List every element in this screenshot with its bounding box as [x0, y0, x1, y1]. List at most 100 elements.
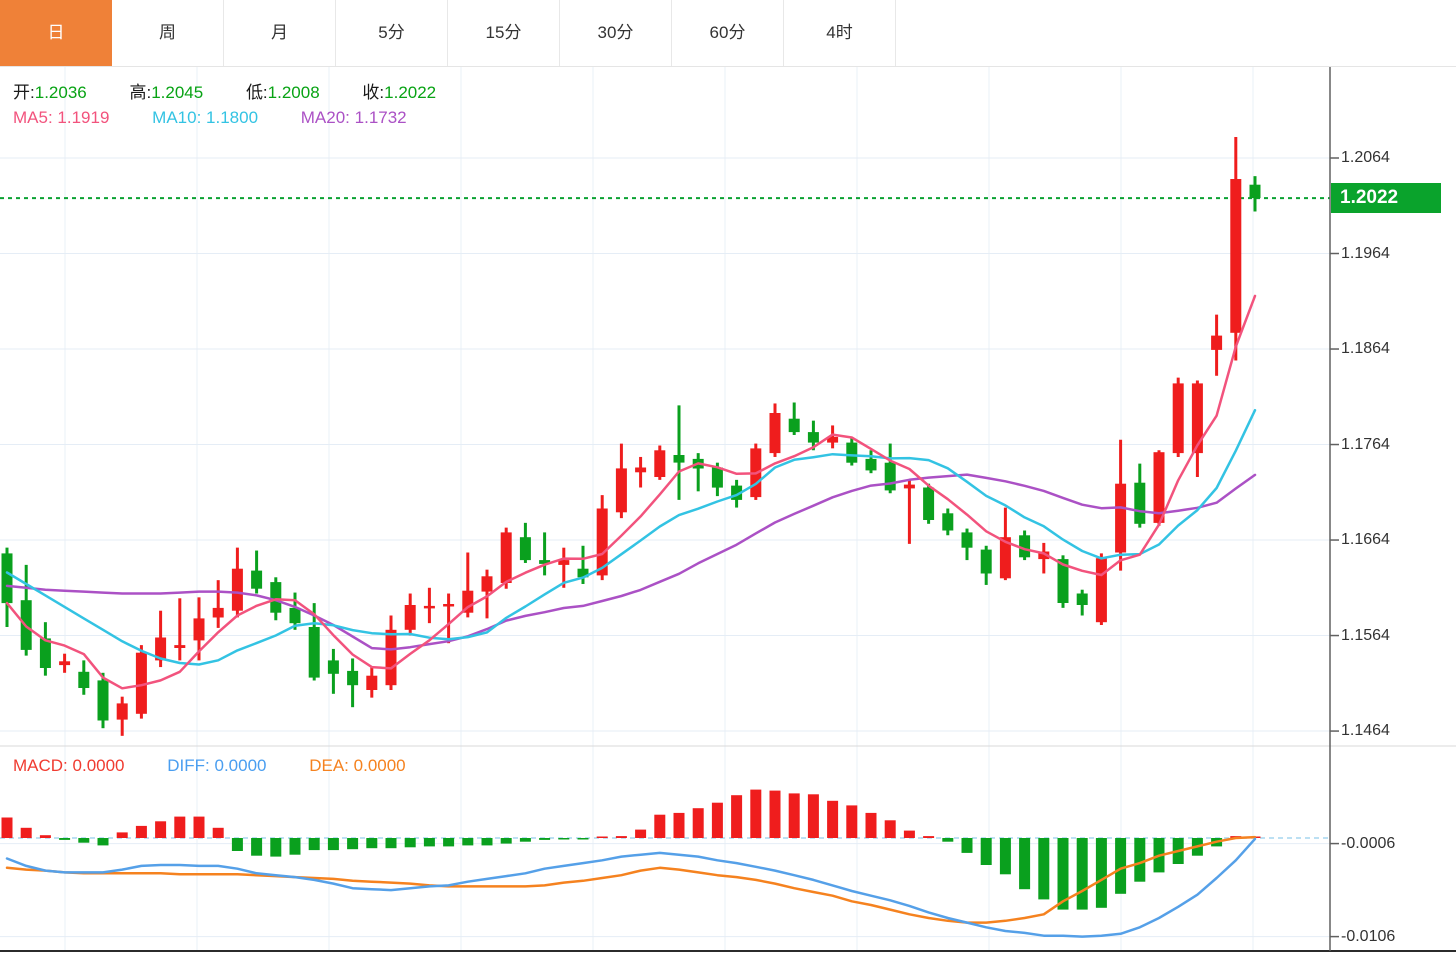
macd-bar-positive — [711, 802, 723, 838]
candle-body-up — [1211, 335, 1223, 350]
tab-月[interactable]: 月 — [224, 0, 336, 66]
diff-value: 0.0000 — [214, 756, 267, 775]
candle-body-up — [999, 537, 1011, 579]
candle-body-down — [673, 455, 685, 463]
candle-body-down — [1134, 482, 1146, 524]
candle-body-down — [519, 537, 531, 561]
macd-bar-positive — [750, 789, 762, 838]
ma5-line — [5, 294, 1257, 690]
candle-body-up — [385, 629, 397, 686]
candle-body-down — [270, 582, 282, 613]
macd-bar-positive — [615, 836, 627, 838]
dea-line — [5, 835, 1257, 924]
tab-日[interactable]: 日 — [0, 0, 112, 66]
ma20-line — [5, 473, 1257, 651]
candle-body-down — [251, 570, 263, 589]
macd-bar-positive — [673, 812, 685, 838]
price-axis-tick-label: 1.1664 — [1341, 531, 1390, 549]
tab-4时[interactable]: 4时 — [784, 0, 896, 66]
ma20-value: 1.1732 — [354, 108, 407, 127]
candle-body-down — [942, 513, 954, 531]
macd-bar-positive — [596, 836, 608, 838]
macd-bar-positive — [884, 820, 896, 838]
timeframe-tabbar: 日周月 5分 15分 30分 60分 4时 — [0, 0, 1456, 67]
tab-15分[interactable]: 15分 — [448, 0, 560, 66]
candle-body-up — [155, 637, 167, 661]
macd-bar-negative — [577, 838, 589, 840]
macd-bar-negative — [270, 838, 282, 857]
diff-line — [5, 837, 1257, 938]
candle-body-down — [347, 670, 359, 686]
candle-body-down — [289, 607, 301, 624]
candle-body-down — [78, 671, 90, 688]
candle-body-up — [596, 508, 608, 576]
macd-bar-negative — [443, 838, 455, 847]
macd-bar-positive — [731, 795, 743, 838]
candle-body-up — [193, 618, 205, 641]
close-value: 1.2022 — [384, 83, 437, 102]
macd-bar-negative — [1095, 838, 1107, 908]
close-label: 收: — [362, 83, 385, 102]
macd-bar-negative — [404, 838, 416, 848]
macd-bar-negative — [1057, 838, 1069, 910]
candle-body-down — [807, 432, 819, 443]
macd-bar-positive — [174, 816, 186, 838]
macd-bar-negative — [78, 838, 90, 843]
macd-bar-positive — [846, 805, 858, 838]
macd-bar-negative — [347, 838, 359, 850]
open-label: 开: — [13, 83, 35, 102]
macd-label: MACD: — [13, 756, 68, 775]
candle-body-up — [366, 675, 378, 690]
candle-body-down — [1, 553, 13, 604]
candle-body-down — [980, 549, 992, 574]
candle-body-up — [1095, 558, 1107, 623]
current-price-tag: 1.2022 — [1331, 183, 1441, 214]
candle-body-up — [903, 484, 915, 489]
candle-body-up — [500, 532, 512, 583]
candle-body-down — [1249, 184, 1261, 199]
macd-bar-negative — [366, 838, 378, 849]
ma5-value: 1.1919 — [57, 108, 110, 127]
low-value: 1.2008 — [267, 83, 320, 102]
candle-body-down — [846, 442, 858, 463]
macd-legend: MACD: 0.0000 DIFF: 0.0000 DEA: 0.0000 — [13, 756, 444, 776]
macd-bar-positive — [654, 814, 666, 838]
tab-周[interactable]: 周 — [112, 0, 224, 66]
macd-bar-negative — [539, 838, 551, 840]
macd-axis-tick-label: -0.0006 — [1341, 834, 1396, 852]
candle-body-down — [539, 560, 551, 564]
macd-bar-positive — [769, 790, 781, 838]
high-value: 1.2045 — [151, 83, 204, 102]
candle-body-up — [635, 467, 647, 473]
price-axis-tick-label: 1.1964 — [1341, 244, 1390, 262]
candle-body-up — [1230, 179, 1242, 333]
macd-bar-negative — [1134, 838, 1146, 882]
macd-bar-negative — [1019, 838, 1031, 890]
diff-label: DIFF: — [167, 756, 210, 775]
tab-30分[interactable]: 30分 — [560, 0, 672, 66]
tab-60分[interactable]: 60分 — [672, 0, 784, 66]
candle-body-up — [481, 576, 493, 592]
candle-body-up — [116, 703, 128, 720]
candle-body-down — [731, 485, 743, 500]
macd-bar-positive — [155, 821, 167, 838]
price-axis-tick-label: 1.1864 — [1341, 340, 1390, 358]
candle-body-up — [59, 661, 71, 666]
candle-body-up — [827, 436, 839, 443]
candle-body-down — [577, 568, 589, 578]
macd-bar-negative — [500, 838, 512, 844]
price-axis-tick-label: 1.1564 — [1341, 626, 1390, 644]
macd-bar-positive — [903, 830, 915, 838]
candle-body-up — [1191, 383, 1203, 454]
candle-body-down — [865, 458, 877, 471]
macd-bar-negative — [308, 838, 320, 851]
macd-bar-negative — [1115, 838, 1127, 894]
macd-bar-positive — [212, 827, 224, 838]
macd-bar-positive — [788, 793, 800, 838]
macd-bar-negative — [961, 838, 973, 853]
macd-bar-negative — [481, 838, 493, 846]
tab-5分[interactable]: 5分 — [336, 0, 448, 66]
candle-body-up — [462, 590, 474, 613]
macd-bar-negative — [1076, 838, 1088, 910]
